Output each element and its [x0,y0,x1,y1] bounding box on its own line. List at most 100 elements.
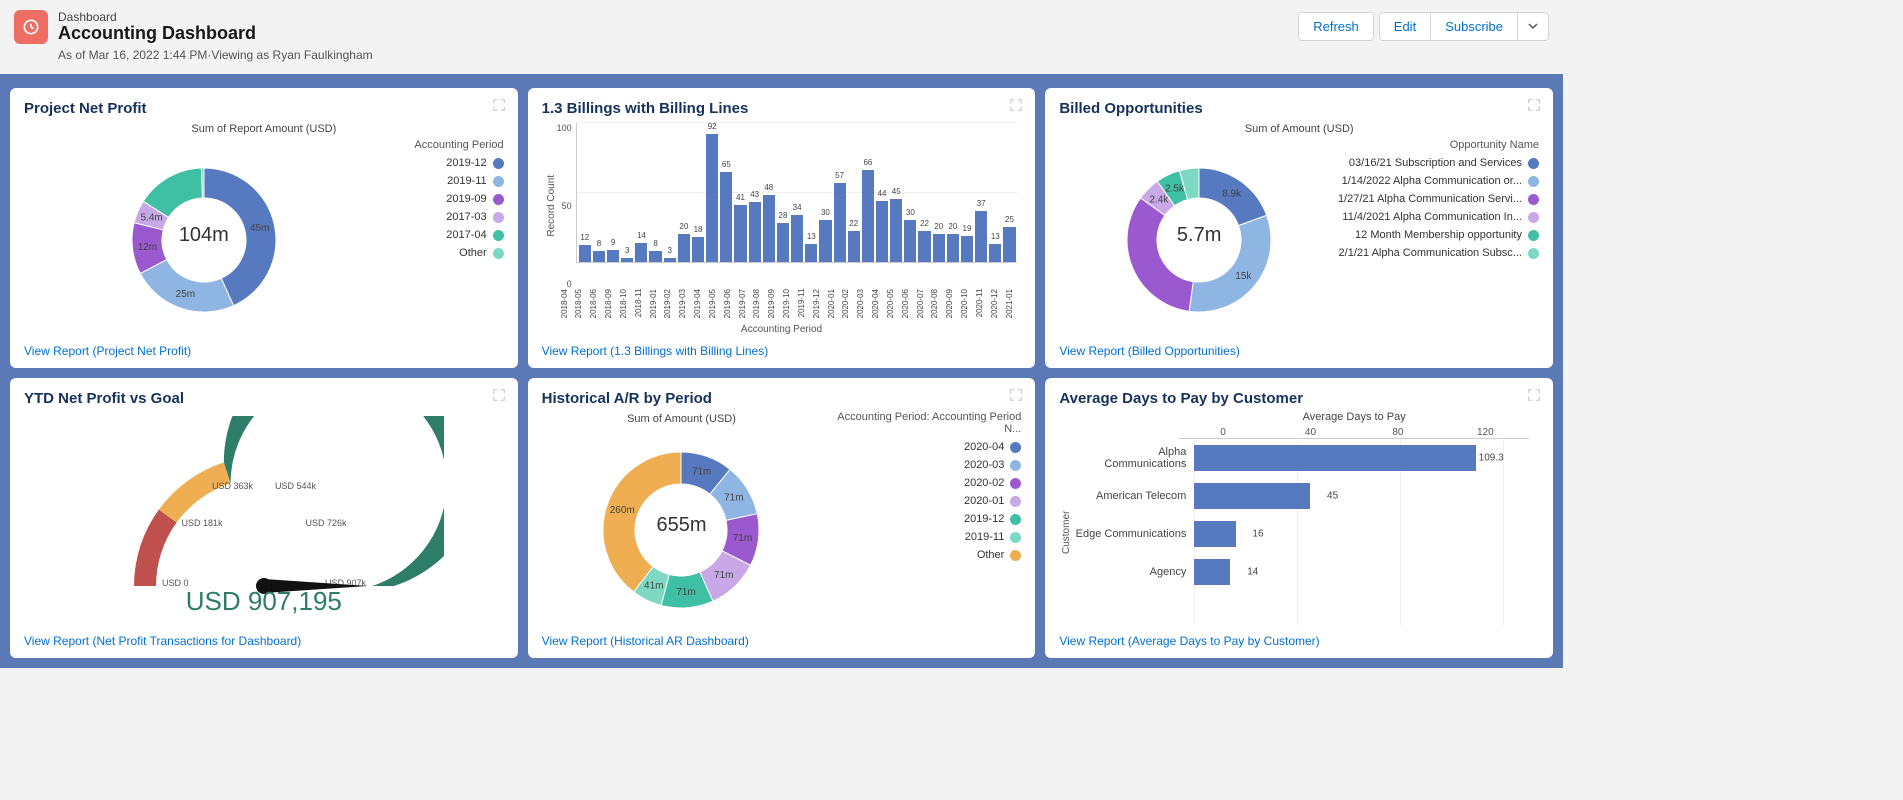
bar[interactable]: 20 [933,234,945,262]
bar[interactable]: 14 [635,243,647,262]
hbar-bar[interactable]: 45 [1194,483,1310,509]
bar[interactable]: 92 [706,134,718,262]
bar[interactable]: 34 [791,215,803,262]
donut-segment[interactable] [1127,198,1193,311]
legend-item[interactable]: 1/14/2022 Alpha Communication or... [1339,175,1539,187]
view-report-link[interactable]: View Report (Project Net Profit) [24,344,191,358]
legend-item[interactable]: 12 Month Membership opportunity [1339,229,1539,241]
x-tick-label: 2019-06 [723,289,736,320]
legend-item[interactable]: 2019-09 [384,193,504,205]
hbar-bar[interactable]: 16 [1194,521,1235,547]
legend-item[interactable]: 2017-03 [384,211,504,223]
donut-segment-label: 15k [1235,271,1252,282]
x-tick-label: 80 [1354,427,1441,438]
legend-item[interactable]: 2019-12 [821,513,1021,525]
view-report-link[interactable]: View Report (Net Profit Transactions for… [24,634,301,648]
donut-chart: 45m25m12m5.4m 104m [24,135,384,335]
edit-button[interactable]: Edit [1379,12,1431,41]
x-tick-label: 2018-09 [604,289,617,320]
bar[interactable]: 45 [890,199,902,262]
expand-icon[interactable] [1527,388,1541,402]
view-report-link[interactable]: View Report (Average Days to Pay by Cust… [1059,634,1319,648]
bar-value-label: 37 [977,199,986,208]
bar[interactable]: 13 [805,244,817,262]
view-report-link[interactable]: View Report (1.3 Billings with Billing L… [542,344,769,358]
legend-item[interactable]: 2020-02 [821,477,1021,489]
bar[interactable]: 20 [678,234,690,262]
subscribe-button[interactable]: Subscribe [1430,12,1518,41]
bar[interactable]: 41 [734,205,746,262]
bar[interactable]: 28 [777,223,789,262]
x-tick-label: 2019-08 [752,289,765,320]
card-title: Project Net Profit [24,100,504,117]
bar[interactable]: 25 [1003,227,1015,262]
more-actions-button[interactable] [1517,12,1549,41]
bar[interactable]: 19 [961,236,973,262]
bar[interactable]: 3 [664,258,676,262]
view-report-link[interactable]: View Report (Historical AR Dashboard) [542,634,749,648]
legend-label: 2019-12 [446,157,486,169]
legend-item[interactable]: 2020-03 [821,459,1021,471]
gauge-tick-label: USD 0 [162,578,189,588]
legend-label: 2019-09 [446,193,486,205]
x-tick-label: 2020-07 [916,289,929,320]
bar-value-label: 43 [750,190,759,199]
legend-item[interactable]: 2019-11 [384,175,504,187]
bar[interactable]: 37 [975,211,987,262]
x-tick-label: 2019-07 [738,289,751,320]
hbar-bar[interactable]: 109.3 [1194,445,1475,471]
legend-item[interactable]: 1/27/21 Alpha Communication Servi... [1339,193,1539,205]
hbar-chart: Average Days to Pay 04080120 Customer Al… [1059,407,1539,625]
page-title: Accounting Dashboard [58,23,1299,44]
expand-icon[interactable] [1009,98,1023,112]
bar[interactable]: 43 [749,202,761,262]
bar[interactable]: 65 [720,172,732,262]
expand-icon[interactable] [1527,98,1541,112]
legend-label: 2020-04 [964,441,1004,453]
bar-value-label: 41 [736,193,745,202]
bar[interactable]: 66 [862,170,874,262]
bar[interactable]: 8 [649,251,661,262]
donut-segment-label: 25m [176,289,195,300]
bar[interactable]: 20 [947,234,959,262]
donut-segment[interactable] [140,260,233,312]
bar[interactable]: 13 [989,244,1001,262]
legend-item[interactable]: 03/16/21 Subscription and Services [1339,157,1539,169]
legend-title: Opportunity Name [1339,139,1539,151]
bar[interactable]: 9 [607,250,619,263]
legend-item[interactable]: 2020-04 [821,441,1021,453]
donut-segment-label: 45m [250,223,269,234]
legend-item[interactable]: Other [384,247,504,259]
legend-item[interactable]: 2019-12 [384,157,504,169]
bar[interactable]: 12 [579,245,591,262]
bar[interactable]: 44 [876,201,888,262]
bar-value-label: 18 [694,225,703,234]
bar[interactable]: 18 [692,237,704,262]
bar[interactable]: 30 [904,220,916,262]
bar[interactable]: 22 [918,231,930,262]
legend-item[interactable]: 2/1/21 Alpha Communication Subsc... [1339,247,1539,259]
bar-value-label: 20 [934,222,943,231]
legend-item[interactable]: Other [821,549,1021,561]
legend-item[interactable]: 11/4/2021 Alpha Communication In... [1339,211,1539,223]
x-tick-label: 2018-10 [619,289,632,320]
expand-icon[interactable] [1009,388,1023,402]
refresh-button[interactable]: Refresh [1298,12,1374,41]
bar[interactable]: 3 [621,258,633,262]
card-avg-days: Average Days to Pay by Customer Average … [1045,378,1553,658]
bar[interactable]: 48 [763,195,775,262]
view-report-link[interactable]: View Report (Billed Opportunities) [1059,344,1240,358]
legend-item[interactable]: 2020-01 [821,495,1021,507]
bar[interactable]: 8 [593,251,605,262]
expand-icon[interactable] [492,98,506,112]
legend-item[interactable]: 2019-11 [821,531,1021,543]
legend-swatch [1010,478,1021,489]
bar[interactable]: 22 [848,231,860,262]
hbar-bar[interactable]: 14 [1194,559,1230,585]
bar[interactable]: 57 [834,183,846,262]
expand-icon[interactable] [492,388,506,402]
x-tick-label: 2020-09 [945,289,958,320]
bar[interactable]: 30 [819,220,831,262]
donut-segment-label: 8.9k [1222,188,1242,199]
legend-item[interactable]: 2017-04 [384,229,504,241]
